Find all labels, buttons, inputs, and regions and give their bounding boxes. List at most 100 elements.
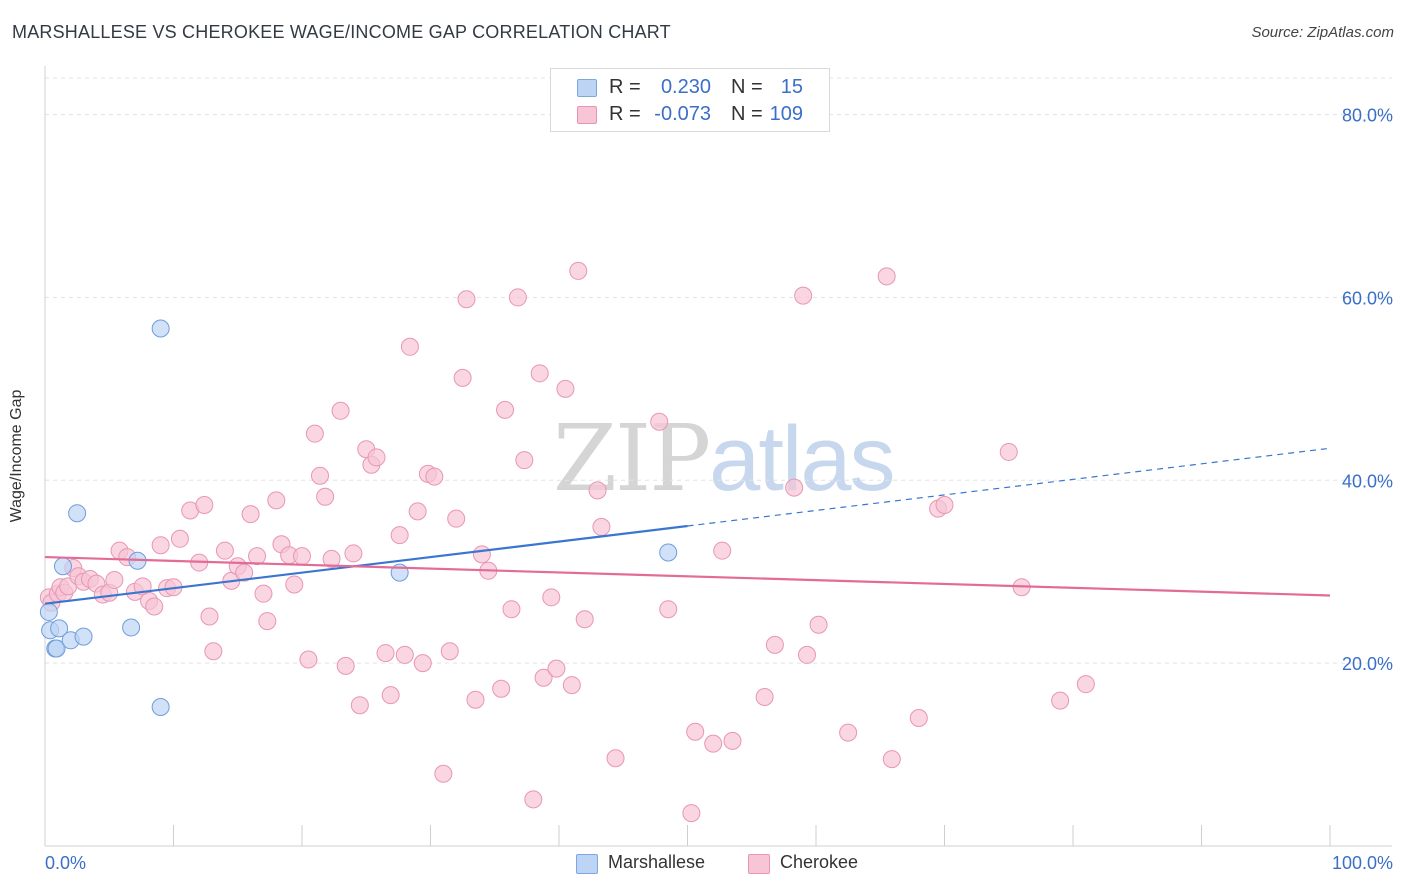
cherokee-point bbox=[650, 412, 669, 431]
source-credit: Source: ZipAtlas.com bbox=[1251, 24, 1394, 41]
cherokee-point bbox=[248, 547, 267, 566]
cherokee-point bbox=[765, 635, 784, 654]
r-value: -0.073 bbox=[654, 103, 711, 125]
r-label: R = bbox=[609, 76, 641, 98]
cherokee-point bbox=[310, 466, 329, 485]
cherokee-point bbox=[472, 545, 491, 564]
n-value: 15 bbox=[780, 76, 803, 98]
cherokee-point bbox=[267, 491, 286, 510]
cherokee-point bbox=[299, 650, 318, 669]
cherokee-point bbox=[204, 642, 223, 661]
cherokee-point bbox=[1076, 675, 1095, 694]
cherokee-point bbox=[877, 267, 896, 286]
cherokee-point bbox=[425, 467, 444, 486]
cherokee-point bbox=[434, 764, 453, 783]
marshallese-point bbox=[68, 504, 87, 523]
marshallese-point bbox=[53, 557, 72, 576]
y-tick-label: 20.0% bbox=[1342, 654, 1393, 674]
marshallese-point bbox=[50, 619, 69, 638]
x-tick-label-end: 100.0% bbox=[1332, 853, 1393, 873]
cherokee-point bbox=[534, 668, 553, 687]
cherokee-point bbox=[331, 401, 350, 420]
marshallese-point bbox=[151, 319, 170, 338]
cherokee-point bbox=[999, 442, 1018, 461]
cherokee-point bbox=[686, 722, 705, 741]
cherokee-point bbox=[798, 645, 817, 664]
cherokee-point bbox=[785, 478, 804, 497]
x-tick-label-start: 0.0% bbox=[45, 853, 86, 873]
cherokee-point bbox=[794, 286, 813, 305]
cherokee-point bbox=[350, 696, 369, 715]
n-label: N = bbox=[731, 76, 763, 98]
cherokee-point bbox=[293, 547, 311, 566]
cherokee-point bbox=[524, 790, 543, 809]
marshallese-trend-extension bbox=[687, 447, 1331, 527]
cherokee-point bbox=[105, 570, 124, 589]
marshallese-point bbox=[47, 639, 66, 658]
marshallese-swatch bbox=[577, 79, 597, 97]
cherokee-point bbox=[909, 709, 928, 727]
legend-row-cherokee: R = -0.073 N = 109 bbox=[551, 101, 829, 127]
cherokee-point bbox=[606, 749, 625, 768]
cherokee-swatch bbox=[577, 106, 597, 124]
cherokee-point bbox=[839, 723, 858, 742]
cherokee-point bbox=[200, 607, 219, 626]
cherokee-point bbox=[515, 451, 534, 470]
marshallese-points bbox=[39, 319, 678, 717]
y-tick-label: 40.0% bbox=[1342, 471, 1393, 491]
cherokee-point bbox=[408, 502, 427, 521]
cherokee-point bbox=[170, 529, 189, 548]
cherokee-point bbox=[466, 690, 485, 709]
cherokee-point bbox=[556, 379, 575, 398]
n-label: N = bbox=[731, 103, 763, 125]
legend-row-marshallese: R = 0.230 N = 15 bbox=[551, 74, 829, 100]
cherokee-point bbox=[215, 541, 234, 560]
chart-title: MARSHALLESE VS CHEROKEE WAGE/INCOME GAP … bbox=[12, 22, 671, 42]
cherokee-point bbox=[440, 642, 459, 661]
cherokee-point bbox=[413, 654, 432, 673]
marshallese-point bbox=[39, 602, 58, 621]
cherokee-point bbox=[659, 600, 678, 619]
cherokee-point bbox=[145, 597, 164, 616]
cherokee-point bbox=[713, 541, 732, 560]
marshallese-point bbox=[151, 698, 170, 717]
cherokee-point bbox=[258, 612, 277, 631]
cherokee-point bbox=[723, 731, 742, 750]
marshallese-point bbox=[122, 618, 141, 637]
legend-label: Marshallese bbox=[608, 852, 706, 872]
cherokee-swatch bbox=[748, 854, 770, 874]
trend-lines bbox=[44, 447, 1331, 605]
cherokee-point bbox=[254, 584, 273, 603]
cherokee-point bbox=[376, 644, 395, 663]
cherokee-point bbox=[682, 804, 701, 823]
cherokee-point bbox=[400, 337, 419, 356]
cherokee-point bbox=[367, 448, 386, 467]
cherokee-point bbox=[241, 505, 260, 524]
r-label: R = bbox=[609, 103, 641, 125]
cherokee-point bbox=[195, 495, 214, 514]
watermark: ZIPatlas bbox=[553, 405, 896, 512]
r-value: 0.230 bbox=[660, 76, 711, 98]
cherokee-point bbox=[882, 750, 901, 769]
y-tick-label: 60.0% bbox=[1342, 288, 1393, 308]
cherokee-point bbox=[453, 368, 472, 387]
cherokee-point bbox=[322, 549, 341, 568]
legend-label: Cherokee bbox=[780, 852, 859, 872]
cherokee-point bbox=[530, 364, 549, 383]
cherokee-points bbox=[39, 261, 1095, 823]
cherokee-point bbox=[562, 676, 581, 695]
y-tick-labels: 20.0% 40.0% 60.0% 80.0% bbox=[1342, 106, 1393, 675]
cherokee-point bbox=[336, 656, 355, 675]
cherokee-point bbox=[151, 536, 170, 555]
cherokee-point bbox=[755, 687, 774, 706]
cherokee-point bbox=[316, 487, 335, 506]
marshallese-point bbox=[659, 543, 678, 562]
cherokee-point bbox=[447, 509, 466, 528]
watermark-atlas: atlas bbox=[709, 408, 895, 510]
marshallese-trend-line bbox=[44, 524, 688, 605]
cherokee-point bbox=[592, 517, 611, 536]
cherokee-point bbox=[496, 400, 515, 419]
cherokee-point bbox=[569, 261, 588, 280]
cherokee-point bbox=[542, 588, 561, 607]
